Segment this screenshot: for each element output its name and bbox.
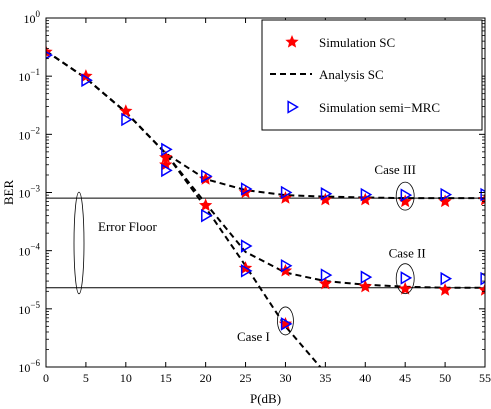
- analysis-sc-curve-2: [46, 50, 322, 367]
- simulation-semi-mrc-point: [280, 317, 293, 331]
- simulation-sc-point: [159, 150, 173, 164]
- simulation-sc-point: [46, 45, 53, 58]
- simulation-semi-mrc-point: [121, 112, 133, 127]
- simulation-semi-mrc-point: [360, 270, 373, 284]
- x-tick-label: 10: [120, 371, 132, 385]
- y-tick-label: 10−2: [18, 125, 40, 142]
- x-tick-label: 30: [279, 371, 291, 385]
- legend-box: [261, 19, 483, 131]
- legend: Simulation SC Analysis SC Simulation semi−…: [261, 19, 483, 131]
- x-tick-label: 5: [83, 371, 89, 385]
- y-tick-label: 10−5: [18, 300, 40, 317]
- simulation-semi-mrc-point: [280, 185, 293, 200]
- simulation-sc-point: [358, 279, 372, 293]
- simulation-semi-mrc-point: [360, 187, 373, 202]
- simulation-semi-mrc-point: [201, 169, 213, 184]
- simulation-semi-mrc-point: [81, 73, 93, 88]
- x-tick-label: 55: [479, 371, 491, 385]
- x-tick-label: 45: [399, 371, 411, 385]
- simulation-sc-point: [278, 263, 293, 277]
- x-tick-label: 0: [43, 371, 49, 385]
- x-tick-label: 50: [439, 371, 451, 385]
- simulation-semi-mrc-point: [320, 186, 333, 201]
- x-tick-label: 40: [359, 371, 371, 385]
- case-iii-ellipse: [395, 181, 415, 211]
- simulation-sc-point: [278, 191, 293, 204]
- simulation-semi-mrc-point: [240, 182, 253, 196]
- x-tick-label: 20: [200, 371, 212, 385]
- simulation-semi-mrc-point: [440, 187, 453, 202]
- simulation-sc-point: [438, 194, 452, 208]
- case-ii-ellipse: [395, 263, 415, 295]
- legend-entry-label: Simulation semi−MRC: [319, 100, 440, 115]
- y-tick-label: 100: [24, 9, 41, 26]
- simulation-sc-point: [398, 194, 412, 208]
- y-tick-label: 10−4: [18, 242, 40, 259]
- simulation-semi-mrc-point: [161, 142, 173, 157]
- legend-triangle-icon: [287, 100, 299, 114]
- simulation-semi-mrc-point: [440, 271, 453, 286]
- legend-star-icon: [285, 35, 299, 48]
- simulation-semi-mrc-point: [400, 188, 413, 202]
- simulation-sc-point: [398, 281, 412, 295]
- annotation-layer: Case III Case II Case I Error Floor: [73, 162, 426, 344]
- y-tick-label: 10−3: [18, 184, 40, 201]
- simulation-semi-mrc-point: [480, 187, 485, 202]
- simulation-semi-mrc-point: [480, 271, 485, 286]
- x-tick-label: 15: [160, 371, 172, 385]
- simulation-sc-point: [358, 192, 372, 206]
- simulation-semi-mrc-point: [280, 258, 293, 273]
- simulation-semi-mrc-point: [320, 268, 333, 282]
- error-floor-ellipse: [73, 191, 85, 295]
- simulation-sc-point: [438, 283, 452, 296]
- simulation-sc-point: [478, 283, 485, 296]
- y-tick-label: 10−1: [18, 67, 40, 84]
- x-axis-label: P(dB): [250, 391, 281, 406]
- simulation-semi-mrc-point: [240, 264, 253, 278]
- legend-entry-label: Simulation SC: [319, 35, 395, 50]
- simulation-semi-mrc-point: [240, 239, 253, 253]
- simulation-sc-point: [198, 198, 213, 212]
- simulation-semi-mrc-point: [161, 163, 173, 178]
- error-floor-label: Error Floor: [98, 219, 158, 234]
- case-i-ellipse: [277, 306, 294, 336]
- simulation-sc-point: [318, 276, 333, 290]
- case-iii-label: Case III: [374, 162, 416, 177]
- simulation-semi-mrc-point: [201, 208, 213, 223]
- x-tick-label: 25: [240, 371, 252, 385]
- y-axis-label: BER: [1, 180, 16, 206]
- case-i-label: Case I: [237, 329, 270, 344]
- simulation-semi-mrc-point: [400, 271, 413, 285]
- x-tick-label: 35: [319, 371, 331, 385]
- simulation-sc-point: [318, 192, 333, 206]
- legend-entry-label: Analysis SC: [319, 67, 384, 82]
- y-tick-label: 10−6: [18, 358, 40, 375]
- simulation-semi-mrc-point: [46, 51, 53, 60]
- case-ii-label: Case II: [389, 246, 426, 261]
- plot-layer: [46, 45, 485, 367]
- ticks-layer: 0 5 10 15 20 25 30 35 40 45 50 55 100 10−1 10−2 10−3 10−…: [18, 9, 491, 385]
